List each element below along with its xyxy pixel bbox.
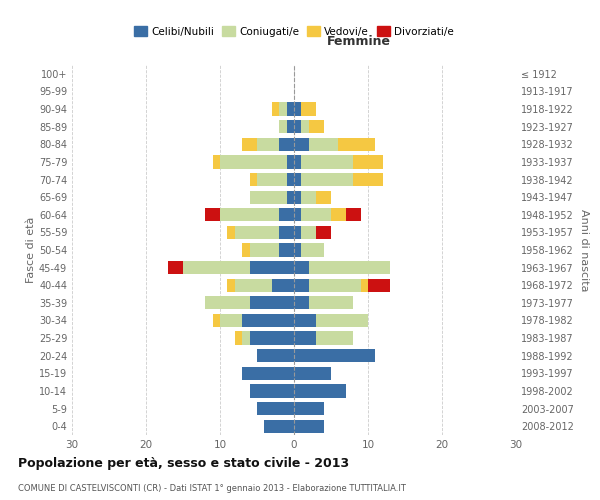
Bar bbox=[301, 190, 316, 204]
Bar bbox=[294, 349, 376, 362]
Bar bbox=[294, 420, 323, 433]
Legend: Celibi/Nubili, Coniugati/e, Vedovi/e, Divorziati/e: Celibi/Nubili, Coniugati/e, Vedovi/e, Di… bbox=[130, 22, 458, 40]
Bar bbox=[294, 156, 301, 168]
Bar bbox=[242, 314, 294, 327]
Bar bbox=[272, 278, 294, 292]
Bar bbox=[279, 208, 294, 222]
Bar bbox=[294, 314, 316, 327]
Bar bbox=[294, 226, 301, 239]
Bar bbox=[294, 402, 323, 415]
Bar bbox=[316, 226, 331, 239]
Bar bbox=[368, 278, 390, 292]
Bar bbox=[257, 173, 287, 186]
Bar bbox=[242, 332, 250, 344]
Y-axis label: Fasce di età: Fasce di età bbox=[26, 217, 36, 283]
Text: COMUNE DI CASTELVISCONTI (CR) - Dati ISTAT 1° gennaio 2013 - Elaborazione TUTTIT: COMUNE DI CASTELVISCONTI (CR) - Dati IST… bbox=[18, 484, 406, 493]
Bar bbox=[294, 244, 301, 256]
Bar bbox=[205, 296, 250, 310]
Bar bbox=[309, 278, 361, 292]
Bar bbox=[301, 156, 353, 168]
Bar bbox=[309, 261, 390, 274]
Bar bbox=[168, 261, 183, 274]
Bar bbox=[235, 332, 242, 344]
Bar bbox=[227, 278, 235, 292]
Bar bbox=[294, 173, 301, 186]
Bar bbox=[287, 173, 294, 186]
Bar bbox=[257, 349, 294, 362]
Bar bbox=[287, 190, 294, 204]
Bar bbox=[353, 156, 383, 168]
Bar bbox=[183, 261, 250, 274]
Bar bbox=[272, 102, 279, 116]
Bar bbox=[316, 314, 368, 327]
Bar bbox=[250, 332, 294, 344]
Text: Popolazione per età, sesso e stato civile - 2013: Popolazione per età, sesso e stato civil… bbox=[18, 458, 349, 470]
Bar bbox=[301, 226, 316, 239]
Bar bbox=[301, 173, 353, 186]
Bar bbox=[250, 384, 294, 398]
Bar bbox=[294, 332, 316, 344]
Bar bbox=[294, 208, 301, 222]
Bar bbox=[301, 244, 323, 256]
Bar bbox=[279, 120, 287, 134]
Bar bbox=[242, 244, 250, 256]
Bar bbox=[331, 208, 346, 222]
Bar bbox=[220, 314, 242, 327]
Bar bbox=[220, 156, 287, 168]
Bar bbox=[257, 402, 294, 415]
Bar bbox=[265, 420, 294, 433]
Bar bbox=[287, 120, 294, 134]
Bar bbox=[294, 366, 331, 380]
Bar bbox=[250, 173, 257, 186]
Bar bbox=[287, 156, 294, 168]
Bar bbox=[279, 226, 294, 239]
Bar bbox=[227, 226, 235, 239]
Bar bbox=[242, 138, 257, 151]
Bar bbox=[309, 296, 353, 310]
Bar bbox=[205, 208, 220, 222]
Bar bbox=[250, 296, 294, 310]
Bar bbox=[338, 138, 376, 151]
Bar bbox=[309, 120, 323, 134]
Bar bbox=[301, 120, 309, 134]
Bar bbox=[294, 102, 301, 116]
Bar bbox=[250, 261, 294, 274]
Bar bbox=[287, 102, 294, 116]
Bar bbox=[279, 244, 294, 256]
Bar bbox=[279, 138, 294, 151]
Bar bbox=[212, 156, 220, 168]
Bar bbox=[301, 102, 316, 116]
Bar bbox=[316, 190, 331, 204]
Bar bbox=[257, 138, 279, 151]
Bar bbox=[279, 102, 287, 116]
Bar bbox=[294, 120, 301, 134]
Bar bbox=[316, 332, 353, 344]
Bar bbox=[361, 278, 368, 292]
Bar bbox=[250, 190, 287, 204]
Bar bbox=[353, 173, 383, 186]
Bar bbox=[294, 384, 346, 398]
Text: Femmine: Femmine bbox=[326, 36, 391, 49]
Bar bbox=[294, 278, 309, 292]
Bar bbox=[242, 366, 294, 380]
Bar bbox=[235, 278, 272, 292]
Bar bbox=[250, 244, 279, 256]
Bar bbox=[235, 226, 279, 239]
Bar bbox=[301, 208, 331, 222]
Bar bbox=[294, 138, 309, 151]
Bar bbox=[346, 208, 361, 222]
Bar bbox=[309, 138, 338, 151]
Bar bbox=[212, 314, 220, 327]
Bar bbox=[220, 208, 279, 222]
Bar bbox=[294, 261, 309, 274]
Bar bbox=[294, 190, 301, 204]
Y-axis label: Anni di nascita: Anni di nascita bbox=[579, 209, 589, 291]
Bar bbox=[294, 296, 309, 310]
